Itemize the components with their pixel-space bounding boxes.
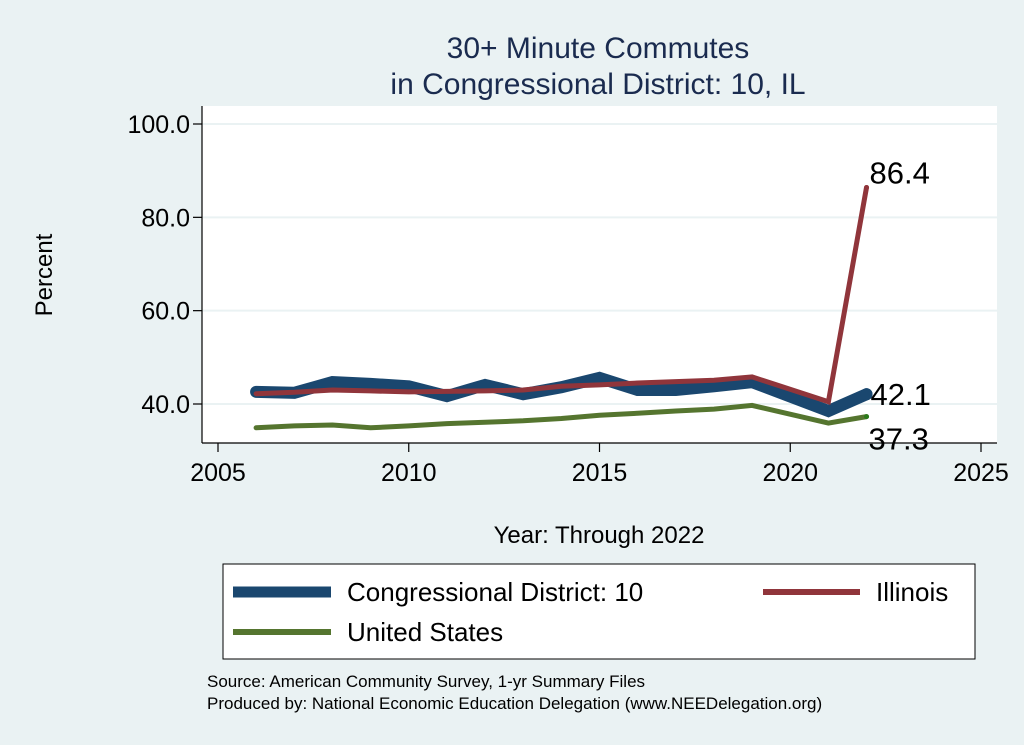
series-group: [250, 184, 873, 431]
x-tick-label: 2005: [190, 459, 246, 487]
end-labels: 42.1 86.4 37.3: [869, 155, 931, 456]
end-marker-illinois: [864, 184, 870, 190]
series-line-district: [250, 371, 873, 418]
end-marker-district: [860, 388, 873, 401]
x-axis-title: Year: Through 2022: [494, 522, 705, 549]
legend-label-us: United States: [347, 617, 503, 647]
y-tick-label: 80.0: [141, 204, 190, 232]
chart-title-line-2: in Congressional District: 10, IL: [390, 68, 805, 101]
end-label-district: 42.1: [871, 377, 931, 412]
end-label-illinois: 86.4: [870, 155, 930, 190]
series-line-united-states: [253, 402, 869, 431]
x-tick-label: 2020: [762, 459, 818, 487]
y-axis-title: Percent: [31, 233, 58, 316]
axes: 40.0 60.0 80.0 100.0 2005 2010 2015 2020 2025: [127, 106, 1009, 487]
end-label-united-states: 37.3: [869, 422, 929, 457]
producer-note: Produced by: National Economic Education…: [207, 694, 822, 713]
x-tick-label: 2025: [953, 459, 1009, 487]
legend-label-illinois: Illinois: [876, 577, 948, 607]
gridlines: [202, 123, 997, 405]
x-tick-label: 2015: [572, 459, 628, 487]
legend: Congressional District: 10 Illinois Unit…: [222, 563, 976, 660]
end-marker-united-states: [864, 414, 870, 420]
series-line-illinois: [253, 185, 869, 405]
legend-box: [222, 563, 976, 660]
x-tick-label: 2010: [381, 459, 437, 487]
y-tick-label: 60.0: [141, 298, 190, 326]
y-tick-label: 100.0: [127, 111, 190, 139]
legend-label-district: Congressional District: 10: [347, 577, 643, 607]
y-tick-label: 40.0: [141, 391, 190, 419]
chart-title-line-1: 30+ Minute Commutes: [447, 32, 750, 65]
source-note: Source: American Community Survey, 1-yr …: [207, 672, 645, 691]
